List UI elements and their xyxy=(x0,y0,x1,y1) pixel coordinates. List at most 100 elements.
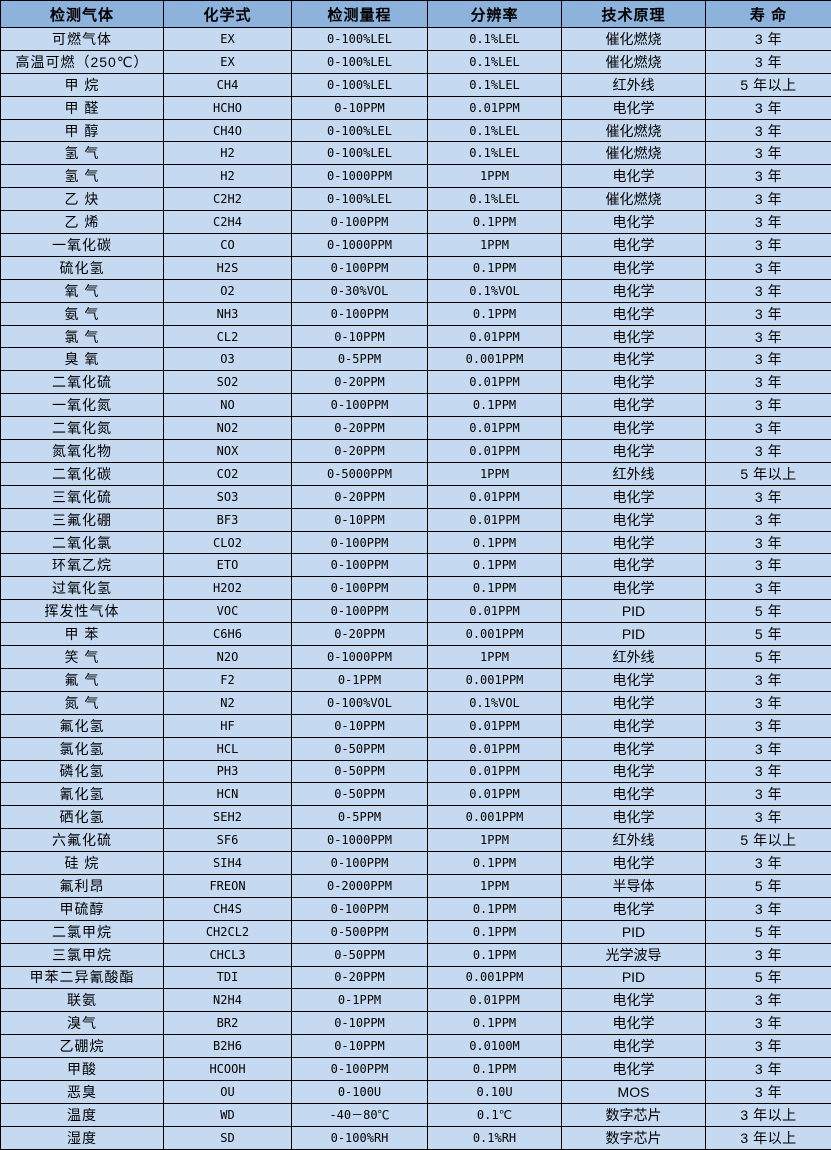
cell-tech: 催化燃烧 xyxy=(562,119,706,142)
cell-gas: 温度 xyxy=(1,1103,164,1126)
cell-range: 0-50PPM xyxy=(292,737,428,760)
cell-gas: 氟化氢 xyxy=(1,714,164,737)
cell-gas: 氮 气 xyxy=(1,691,164,714)
cell-tech: MOS xyxy=(562,1080,706,1103)
cell-gas: 三氧化硫 xyxy=(1,485,164,508)
cell-range: 0-100PPM xyxy=(292,897,428,920)
cell-gas: 笑 气 xyxy=(1,646,164,669)
cell-range: 0-10PPM xyxy=(292,1035,428,1058)
cell-formula: NO2 xyxy=(164,417,292,440)
cell-res: 0.1PPM xyxy=(428,897,562,920)
cell-gas: 乙硼烷 xyxy=(1,1035,164,1058)
cell-life: 3 年 xyxy=(706,714,831,737)
cell-formula: HCOOH xyxy=(164,1058,292,1081)
cell-life: 3 年 xyxy=(706,28,831,51)
cell-res: 1PPM xyxy=(428,234,562,257)
cell-life: 3 年 xyxy=(706,1012,831,1035)
cell-range: 0-1PPM xyxy=(292,989,428,1012)
cell-formula: HCN xyxy=(164,783,292,806)
cell-res: 0.01PPM xyxy=(428,417,562,440)
cell-life: 3 年 xyxy=(706,1035,831,1058)
cell-res: 0.01PPM xyxy=(428,989,562,1012)
cell-formula: C2H4 xyxy=(164,211,292,234)
cell-tech: 电化学 xyxy=(562,737,706,760)
cell-res: 0.1%VOL xyxy=(428,691,562,714)
cell-gas: 乙 炔 xyxy=(1,188,164,211)
cell-gas: 一氧化氮 xyxy=(1,394,164,417)
cell-gas: 甲 醇 xyxy=(1,119,164,142)
cell-range: 0-10PPM xyxy=(292,714,428,737)
cell-range: 0-5PPM xyxy=(292,806,428,829)
cell-gas: 乙 烯 xyxy=(1,211,164,234)
cell-res: 1PPM xyxy=(428,829,562,852)
cell-life: 3 年 xyxy=(706,852,831,875)
cell-tech: PID xyxy=(562,920,706,943)
cell-res: 0.01PPM xyxy=(428,96,562,119)
cell-res: 0.001PPM xyxy=(428,623,562,646)
cell-tech: 红外线 xyxy=(562,73,706,96)
cell-gas: 氟 气 xyxy=(1,668,164,691)
cell-gas: 可燃气体 xyxy=(1,28,164,51)
cell-formula: CH2CL2 xyxy=(164,920,292,943)
cell-life: 5 年以上 xyxy=(706,829,831,852)
cell-tech: 电化学 xyxy=(562,1058,706,1081)
cell-tech: 电化学 xyxy=(562,577,706,600)
cell-gas: 恶臭 xyxy=(1,1080,164,1103)
cell-tech: 电化学 xyxy=(562,211,706,234)
cell-life: 3 年 xyxy=(706,96,831,119)
cell-gas: 六氟化硫 xyxy=(1,829,164,852)
cell-gas: 甲硫醇 xyxy=(1,897,164,920)
cell-res: 0.1%LEL xyxy=(428,142,562,165)
cell-gas: 氯 气 xyxy=(1,325,164,348)
cell-life: 3 年以上 xyxy=(706,1126,831,1149)
cell-gas: 湿度 xyxy=(1,1126,164,1149)
cell-range: 0-100%LEL xyxy=(292,28,428,51)
cell-range: 0-10PPM xyxy=(292,508,428,531)
cell-range: 0-100%VOL xyxy=(292,691,428,714)
cell-res: 0.1%LEL xyxy=(428,28,562,51)
cell-life: 3 年 xyxy=(706,508,831,531)
cell-formula: BR2 xyxy=(164,1012,292,1035)
cell-gas: 甲酸 xyxy=(1,1058,164,1081)
cell-life: 5 年 xyxy=(706,966,831,989)
cell-formula: PH3 xyxy=(164,760,292,783)
cell-range: 0-10PPM xyxy=(292,1012,428,1035)
cell-res: 0.1PPM xyxy=(428,577,562,600)
cell-formula: SF6 xyxy=(164,829,292,852)
cell-gas: 硫化氢 xyxy=(1,256,164,279)
cell-gas: 甲 苯 xyxy=(1,623,164,646)
cell-tech: 电化学 xyxy=(562,348,706,371)
cell-life: 3 年 xyxy=(706,989,831,1012)
cell-range: 0-100PPM xyxy=(292,554,428,577)
cell-formula: WD xyxy=(164,1103,292,1126)
cell-range: 0-100PPM xyxy=(292,302,428,325)
cell-formula: CL2 xyxy=(164,325,292,348)
cell-res: 0.1%RH xyxy=(428,1126,562,1149)
cell-range: 0-30%VOL xyxy=(292,279,428,302)
cell-formula: HF xyxy=(164,714,292,737)
cell-tech: 数字芯片 xyxy=(562,1126,706,1149)
cell-tech: 红外线 xyxy=(562,829,706,852)
column-header-formula: 化学式 xyxy=(164,1,292,28)
cell-tech: 红外线 xyxy=(562,646,706,669)
cell-range: 0-20PPM xyxy=(292,623,428,646)
cell-tech: 电化学 xyxy=(562,1012,706,1035)
cell-tech: 电化学 xyxy=(562,760,706,783)
